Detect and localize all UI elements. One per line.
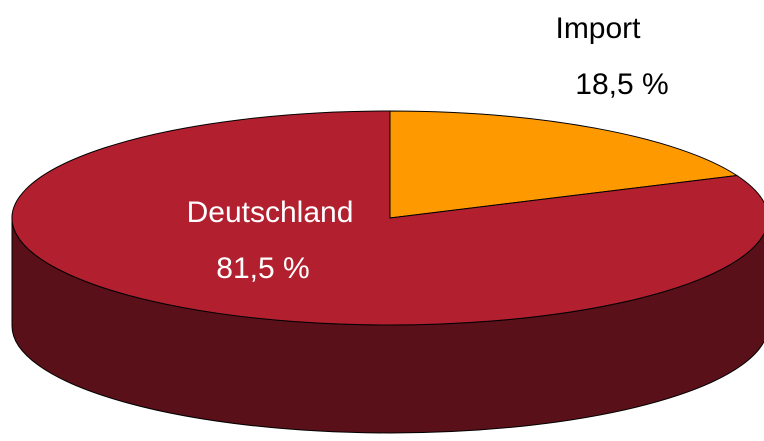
pie-slice [389, 110, 739, 219]
slice-label: Deutschland [187, 196, 354, 229]
slice-label: Import [555, 12, 641, 45]
slice-value-label: 18,5 % [575, 68, 668, 101]
slice-value-label: 81,5 % [216, 252, 309, 285]
pie-slice [11, 110, 764, 326]
